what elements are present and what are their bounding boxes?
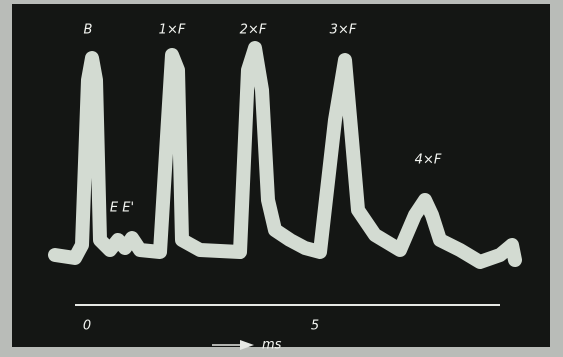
peak-label: 1×F — [159, 23, 186, 38]
axis-tick-label: 5 — [311, 319, 319, 334]
secondary-label: E E' — [110, 201, 134, 216]
axis-unit: ms — [262, 338, 282, 353]
peak-label: 2×F — [240, 23, 267, 38]
axis-tick-label: 0 — [83, 319, 91, 334]
peak-label: 3×F — [330, 23, 357, 38]
oscillogram-photo: B 1×F 2×F 3×F 4×F E E' 0 5 ms — [0, 0, 563, 357]
peak-label: 4×F — [415, 153, 442, 168]
peak-label: B — [84, 23, 93, 38]
